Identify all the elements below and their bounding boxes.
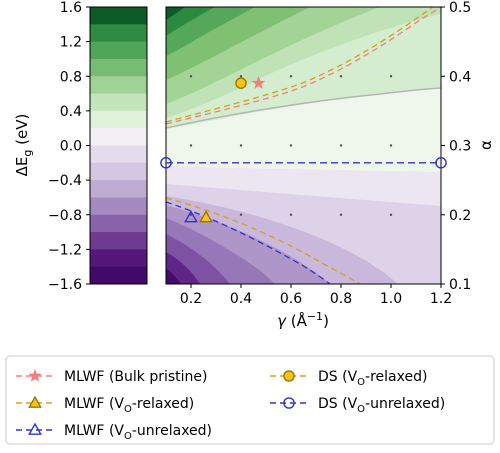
y-tick-label: 0.5	[449, 0, 471, 16]
grid-dot	[389, 75, 393, 78]
legend-frame	[5, 355, 495, 445]
contour-band-green-6	[166, 7, 215, 36]
colorbar-tick-label: −1.2	[48, 242, 82, 258]
contour-band-green-7	[166, 7, 185, 20]
colorbar-band	[90, 58, 147, 77]
legend: MLWF (Bulk pristine) MLWF (VO-relaxed) MLW…	[5, 355, 495, 445]
colorbar-ylabel: ΔEg (eV)	[13, 114, 34, 177]
colorbar-tick-label: 0.8	[60, 69, 82, 85]
x-tick-label: 0.8	[330, 291, 352, 307]
colorbar-band	[90, 180, 147, 198]
legend-marker	[283, 397, 295, 409]
legend-item: DS (VO-relaxed)	[270, 369, 427, 388]
colorbar-tick-label: 1.6	[60, 0, 82, 16]
colorbar-bands	[90, 7, 147, 285]
legend-item: DS (VO-unrelaxed)	[270, 396, 445, 415]
zero-gap-contour	[166, 87, 441, 129]
colorbar: 1.6 1.2 0.8 0.4 0.0 −0.4 −0.8 −1.2 −1.6 ΔEg (eV)	[13, 0, 148, 293]
legend-marker	[28, 368, 42, 382]
series-marker	[160, 157, 172, 169]
grid-dot	[189, 144, 193, 147]
grid-dot	[289, 144, 293, 147]
x-tick-label: 0.2	[180, 291, 202, 307]
x-axis-ticks: 0.2 0.4 0.6 0.8 1.0 1.2	[180, 284, 452, 307]
colorbar-tick-label: 0.4	[60, 104, 82, 120]
colorbar-tick-label: −0.8	[48, 208, 82, 224]
colorbar-tick-label: −0.4	[48, 173, 82, 189]
x-axis-label: γ (Å−1)	[277, 310, 329, 330]
legend-label: MLWF (VO-unrelaxed)	[64, 423, 212, 442]
colorbar-tick-label: 1.2	[60, 35, 82, 51]
colorbar-band	[90, 24, 147, 43]
y-axis-label: α	[477, 140, 495, 150]
contour-plot: 0.2 0.4 0.6 0.8 1.0 1.2 0.5 0.4 0.3 0.2 0.1 γ (Å−…	[160, 0, 495, 330]
colorbar-band	[90, 7, 147, 25]
y-tick-label: 0.1	[449, 277, 471, 293]
grid-dot	[339, 144, 343, 147]
legend-item: MLWF (VO-relaxed)	[16, 395, 194, 415]
series-marker	[199, 210, 213, 223]
colorbar-band	[90, 249, 147, 268]
legend-marker	[28, 422, 42, 435]
y-tick-label: 0.2	[449, 208, 471, 224]
grid-dot	[239, 213, 243, 216]
grid-dot	[339, 213, 343, 216]
legend-item: MLWF (Bulk pristine)	[16, 368, 207, 385]
legend-label: MLWF (VO-relaxed)	[64, 396, 194, 415]
contour-band-purple-8	[166, 268, 181, 284]
grid-dot	[389, 144, 393, 147]
colorbar-tick-label: 0.0	[60, 139, 82, 155]
x-tick-label: 1.0	[380, 291, 402, 307]
grid-dot	[189, 213, 193, 216]
grid-dot	[289, 75, 293, 78]
grid-dot	[389, 213, 393, 216]
colorbar-band	[90, 214, 147, 233]
series-marks	[160, 76, 447, 223]
grid-dot	[189, 75, 193, 78]
dashed-curve-bulk-pristine	[166, 7, 441, 125]
y-axis-ticks: 0.5 0.4 0.3 0.2 0.1	[441, 0, 471, 293]
grid-dots	[189, 75, 393, 216]
colorbar-band	[90, 145, 147, 164]
grid-dot	[289, 213, 293, 216]
series-marker	[251, 76, 266, 89]
colorbar-band	[90, 41, 147, 60]
grid-dot	[239, 144, 243, 147]
colorbar-band	[90, 76, 147, 95]
grid-dot	[339, 75, 343, 78]
legend-marker	[28, 395, 42, 408]
colorbar-band	[90, 197, 147, 216]
series-marker	[235, 77, 247, 89]
legend-label: DS (VO-unrelaxed)	[318, 396, 445, 415]
dashed-curve-ds-relaxed	[166, 7, 434, 123]
x-tick-label: 0.4	[230, 291, 252, 307]
colorbar-band	[90, 110, 147, 129]
series-marker	[435, 157, 447, 169]
y-tick-label: 0.3	[449, 139, 471, 155]
colorbar-band	[90, 266, 147, 285]
colorbar-tick-label: −1.6	[48, 277, 82, 293]
colorbar-band	[90, 93, 147, 112]
legend-label: DS (VO-relaxed)	[318, 369, 427, 388]
colorbar-band	[90, 128, 147, 146]
colorbar-band	[90, 232, 147, 250]
colorbar-ticks: 1.6 1.2 0.8 0.4 0.0 −0.4 −0.8 −1.2 −1.6	[48, 0, 90, 293]
y-tick-label: 0.4	[449, 69, 471, 85]
x-tick-label: 1.2	[430, 291, 452, 307]
dashed-curve-mlwf-unrelaxed	[166, 201, 331, 284]
grid-dot	[239, 75, 243, 78]
legend-label: MLWF (Bulk pristine)	[64, 369, 207, 385]
dashed-curve-mlwf-relaxed	[166, 197, 361, 284]
legend-item: MLWF (VO-unrelaxed)	[16, 422, 212, 442]
legend-marker	[283, 370, 295, 382]
x-tick-label: 0.6	[280, 291, 302, 307]
series-marker	[184, 210, 198, 223]
colorbar-band	[90, 162, 147, 181]
